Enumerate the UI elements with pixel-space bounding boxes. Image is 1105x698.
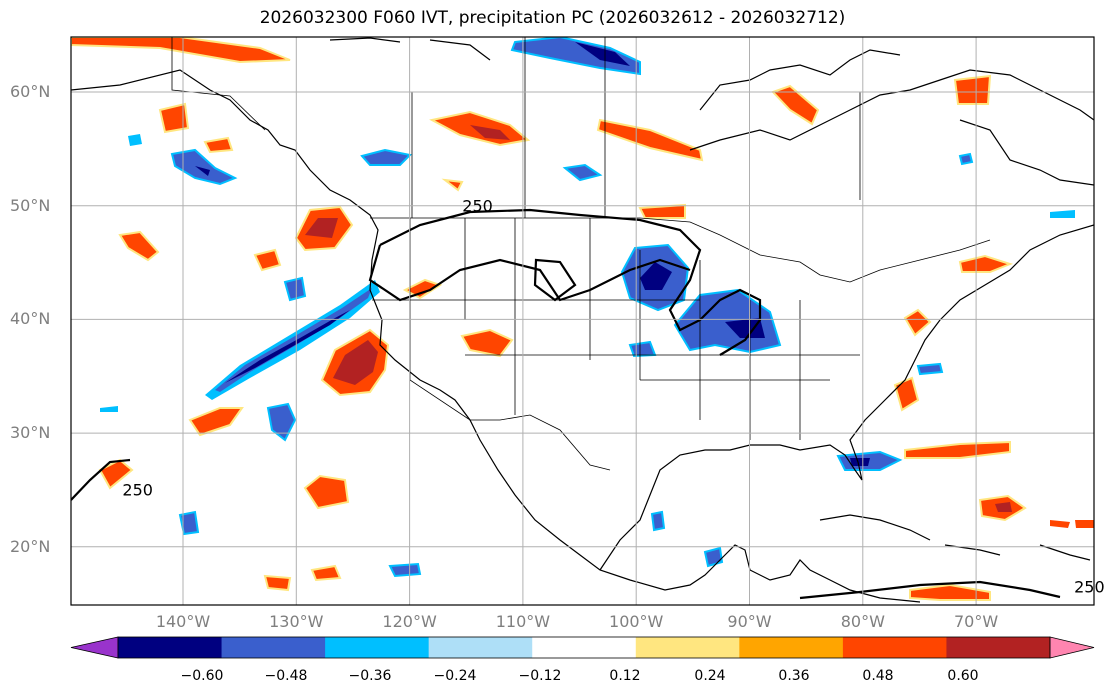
colorbar-extend-low xyxy=(70,636,119,659)
colorbar-tick-label: −0.12 xyxy=(518,668,562,684)
colorbar-bin xyxy=(221,637,326,658)
colorbar-tick-label: 0.24 xyxy=(694,668,726,684)
colorbar-tick-label: 0.36 xyxy=(778,668,810,684)
longitude-label: 100°W xyxy=(609,612,664,631)
colorbar-tick-label: 0.48 xyxy=(862,668,894,684)
neg-anomaly-midwest xyxy=(673,288,782,354)
contour-label-250: 250 xyxy=(1074,577,1105,596)
longitude-label: 110°W xyxy=(495,612,551,631)
colorbar-extend-high xyxy=(1049,636,1095,659)
colorbar-bin xyxy=(946,637,1051,658)
colorbar-outline xyxy=(117,636,1051,659)
longitude-label: 140°W xyxy=(155,612,211,631)
latitude-label: 40°N xyxy=(10,309,51,329)
colorbar-bin xyxy=(635,637,740,658)
colorbar-tick-label: −0.60 xyxy=(180,668,224,684)
longitude-label: 90°W xyxy=(727,612,772,631)
pos-anomaly-top-left xyxy=(71,37,291,64)
precip-anomaly-shading xyxy=(71,37,1094,601)
colorbar-bin xyxy=(532,637,637,658)
colorbar-bin xyxy=(428,637,533,658)
colorbar-bin xyxy=(325,637,430,658)
longitude-label: 80°W xyxy=(840,612,885,631)
contour-labels: 250 250 250 xyxy=(122,196,1104,596)
colorbar-tick-label: −0.48 xyxy=(264,668,308,684)
colorbar-tick-label: 0.12 xyxy=(609,668,641,684)
contour-label-250: 250 xyxy=(462,196,493,215)
longitude-label: 130°W xyxy=(269,612,324,631)
colorbar-bin xyxy=(739,637,844,658)
latitude-label: 60°N xyxy=(10,82,51,101)
latitude-label: 50°N xyxy=(10,195,51,215)
map-title: 2026032300 F060 IVT, precipitation PC (2… xyxy=(259,8,846,28)
latitude-label: 20°N xyxy=(10,536,51,556)
ivt-250-contours xyxy=(71,208,1061,600)
latitude-label: 30°N xyxy=(10,423,51,443)
coastlines xyxy=(71,37,1094,603)
colorbar-bin xyxy=(842,637,947,658)
longitude-label: 120°W xyxy=(382,612,437,631)
colorbar-bin xyxy=(118,637,223,658)
colorbar xyxy=(70,636,1095,659)
graticule-lines xyxy=(71,37,1094,605)
longitude-label: 70°W xyxy=(954,612,999,631)
contour-label-250: 250 xyxy=(122,481,153,500)
colorbar-tick-label: −0.24 xyxy=(433,668,477,684)
colorbar-tick-label: 0.60 xyxy=(947,668,979,684)
map-frame xyxy=(70,36,1095,606)
colorbar-tick-label: −0.36 xyxy=(348,668,392,684)
